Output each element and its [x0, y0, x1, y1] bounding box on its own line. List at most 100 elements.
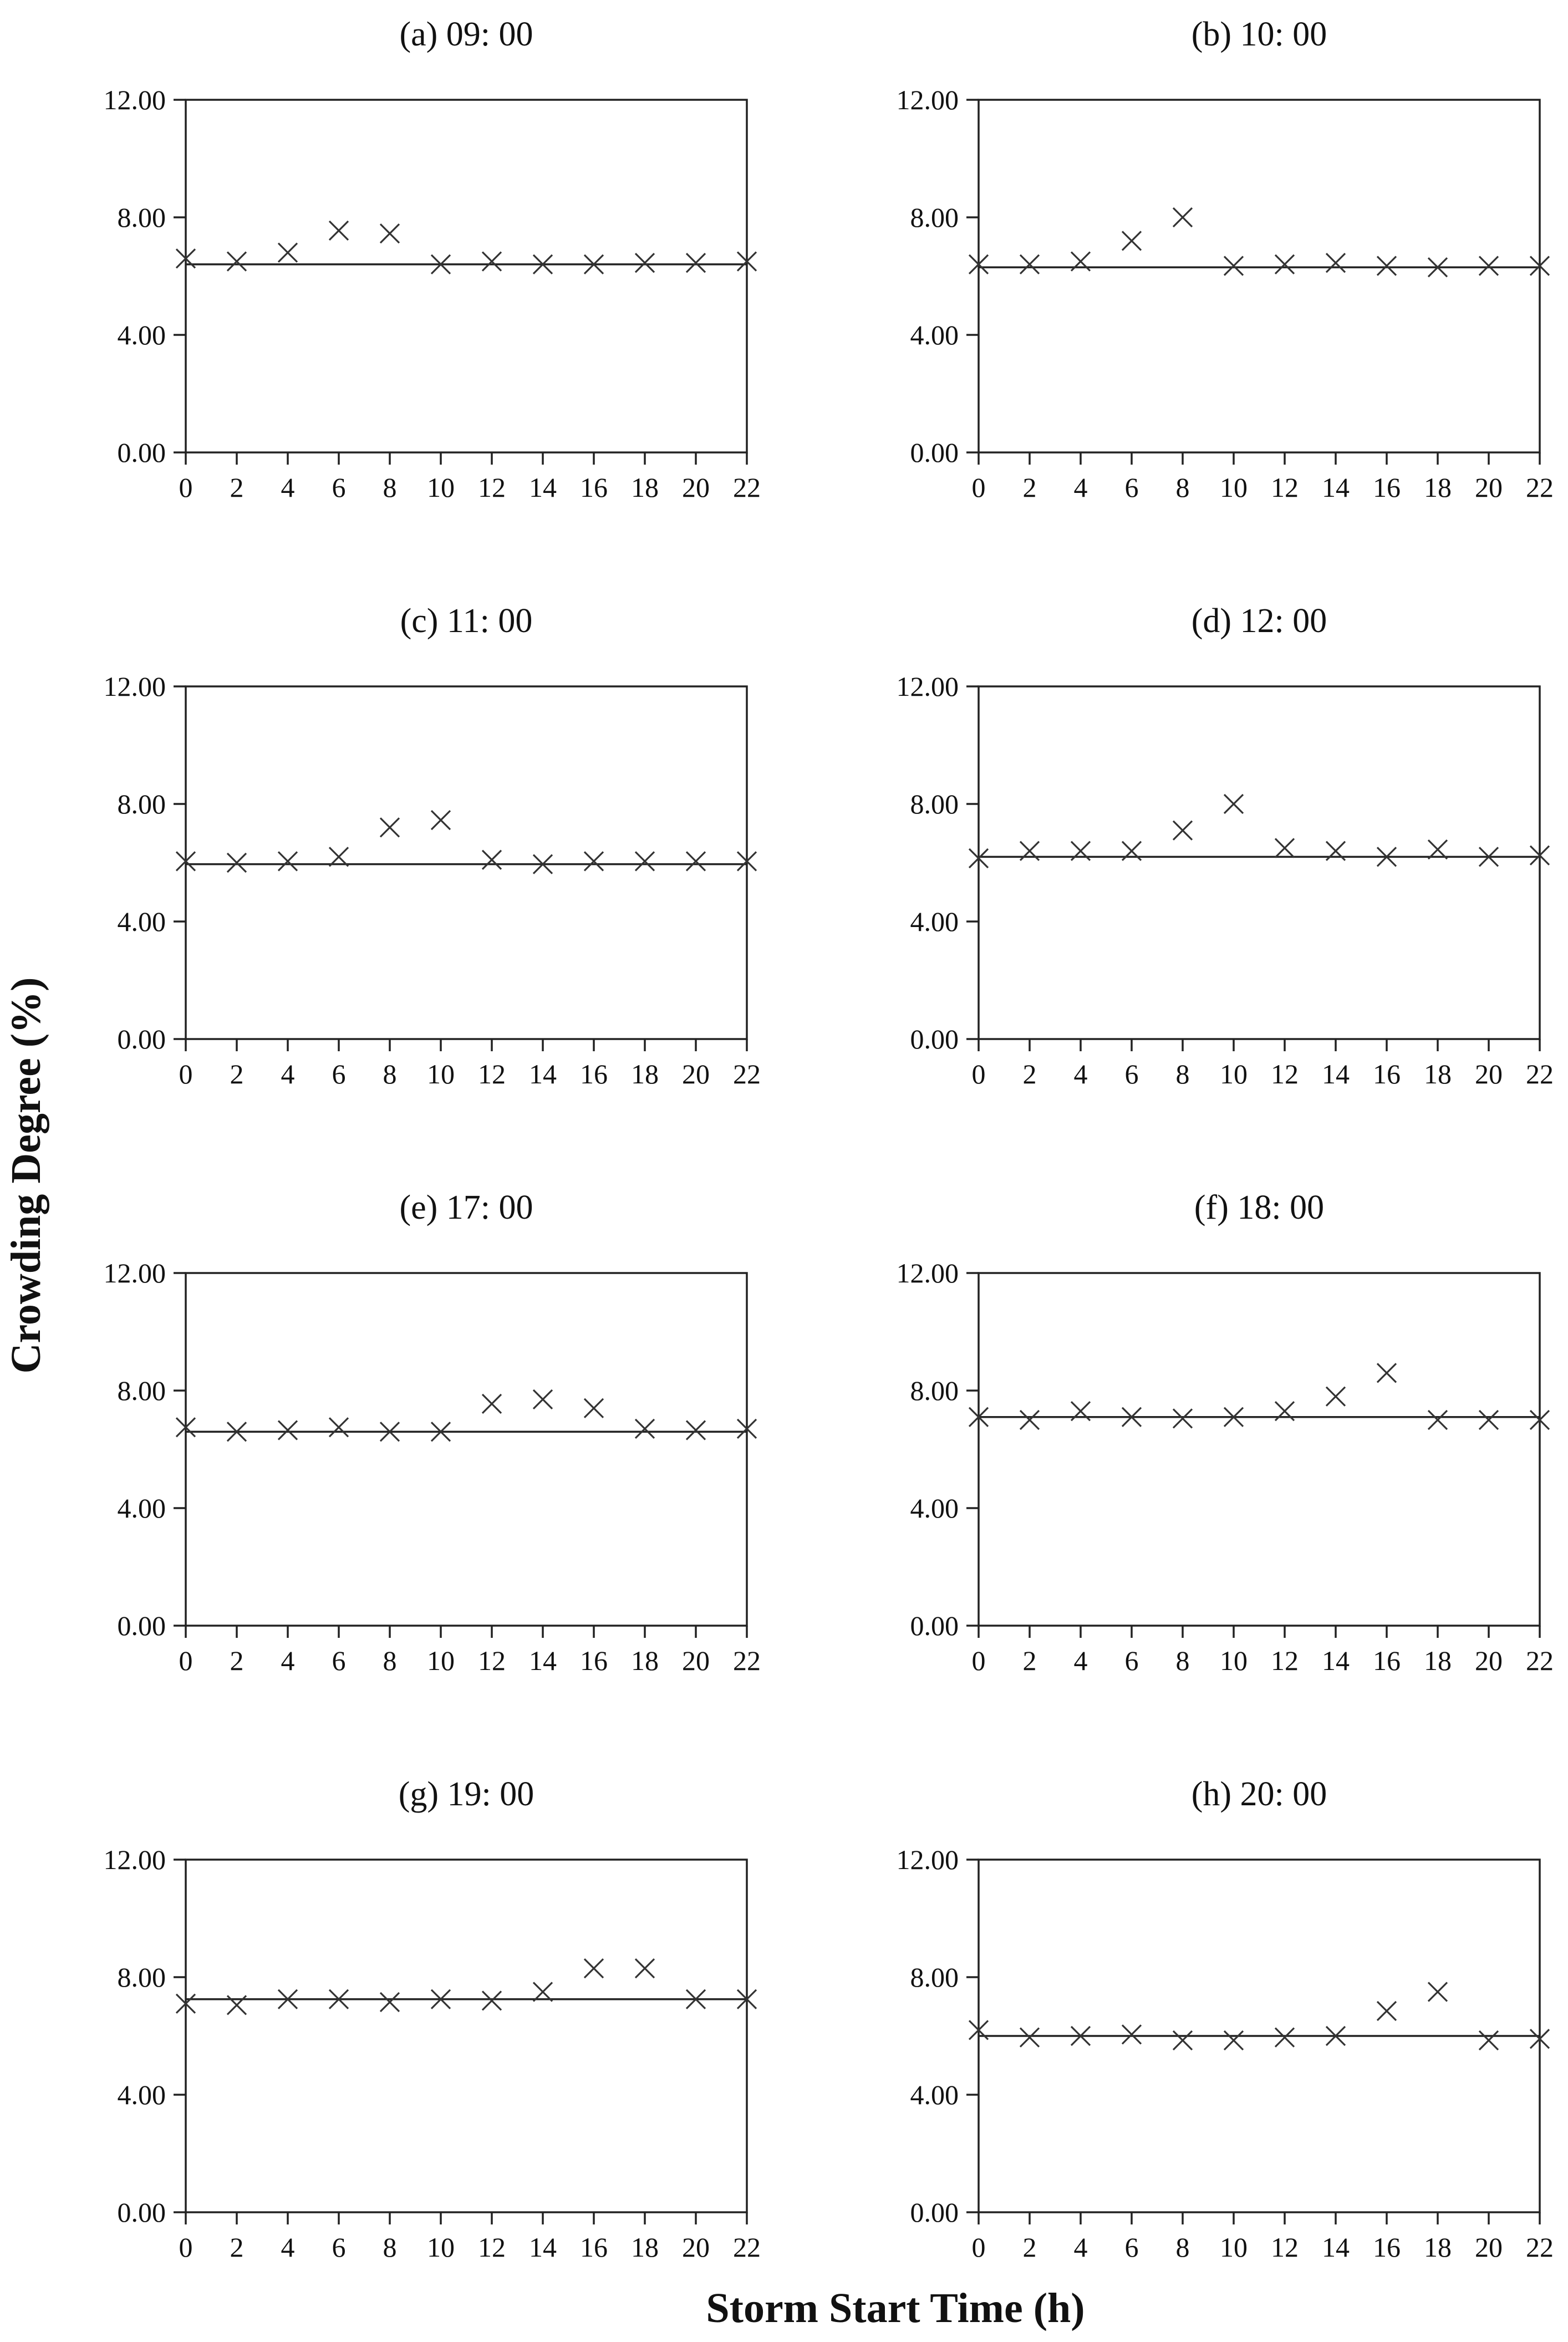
data-point: [634, 253, 655, 273]
x-tick-label: 18: [1424, 1058, 1452, 1089]
panel-a: (a) 09: 00 0.00 4.00 8.00 12.00 0 2 4 6 8 10 12 14 16…: [104, 16, 761, 503]
data-point: [277, 1420, 298, 1440]
y-tick-label: 12.00: [104, 1257, 166, 1289]
data-point: [736, 1989, 757, 2009]
x-tick-label: 20: [682, 472, 710, 503]
x-tick-label: 16: [1373, 2232, 1401, 2263]
panel-f: (f) 18: 00 0.00 4.00 8.00 12.00 0 2 4 6 8 10 12 14 16…: [897, 1189, 1554, 1676]
x-tick-label: 14: [529, 2232, 557, 2263]
data-point: [328, 847, 349, 867]
x-tick-label: 14: [529, 1058, 557, 1089]
data-point: [175, 851, 196, 872]
data-point: [968, 848, 989, 869]
x-tick-label: 0: [179, 472, 193, 503]
plot-frame: [185, 99, 748, 454]
panel-title: (f) 18: 00: [1194, 1189, 1324, 1226]
data-point: [379, 1422, 400, 1442]
data-point: [1019, 2027, 1040, 2048]
data-point: [1121, 1407, 1142, 1427]
x-tick-label: 6: [332, 1058, 346, 1089]
data-point: [379, 817, 400, 838]
x-tick-label: 6: [1125, 472, 1139, 503]
x-tick-label: 0: [972, 1058, 986, 1089]
x-tick-label: 20: [682, 1058, 710, 1089]
x-tick-label: 12: [1271, 2232, 1299, 2263]
data-point: [1070, 841, 1091, 861]
x-tick-label: 16: [580, 472, 608, 503]
y-tick-label: 4.00: [118, 2079, 166, 2110]
panel-title: (h) 20: 00: [1192, 1775, 1327, 1813]
x-tick-label: 0: [972, 1645, 986, 1676]
y-tick-label: 8.00: [118, 788, 166, 819]
y-tick-label: 12.00: [897, 1844, 959, 1875]
data-point: [277, 851, 298, 872]
x-tick-label: 8: [383, 2232, 397, 2263]
data-point: [1223, 2030, 1244, 2051]
plot-frame: [978, 685, 1541, 1040]
data-point: [1121, 2024, 1142, 2045]
data-point: [1478, 2030, 1499, 2051]
x-tick-label: 2: [1023, 1645, 1037, 1676]
x-tick-label: 6: [1125, 2232, 1139, 2263]
data-point: [1070, 2025, 1091, 2046]
x-tick-label: 2: [230, 1645, 244, 1676]
data-point: [481, 849, 502, 870]
y-tick-label: 0.00: [118, 1610, 166, 1641]
data-point: [1478, 256, 1499, 276]
panel-title: (c) 11: 00: [400, 602, 533, 640]
data-point: [430, 1422, 451, 1442]
data-point: [1427, 1409, 1448, 1430]
y-tick-label: 4.00: [910, 906, 959, 937]
x-tick-label: 8: [1176, 1645, 1190, 1676]
y-axis-title: Crowding Degree (%): [3, 977, 49, 1374]
x-tick-label: 14: [1322, 1058, 1350, 1089]
data-point: [379, 223, 400, 244]
panel-title: (b) 10: 00: [1192, 16, 1327, 53]
data-point: [1274, 2027, 1295, 2048]
x-tick-label: 14: [529, 1645, 557, 1676]
data-point: [1427, 257, 1448, 278]
x-tick-label: 2: [230, 472, 244, 503]
data-point: [1121, 841, 1142, 861]
x-tick-label: 14: [1322, 2232, 1350, 2263]
y-tick-label: 8.00: [910, 202, 959, 233]
x-tick-label: 8: [383, 1645, 397, 1676]
panel-c: (c) 11: 00 0.00 4.00 8.00 12.00 0 2 4 6 8 10 12 14 16…: [104, 602, 761, 1089]
x-tick-label: 18: [631, 2232, 659, 2263]
data-point: [1172, 207, 1193, 228]
data-point: [1376, 2000, 1397, 2022]
y-tick-label: 12.00: [897, 1257, 959, 1289]
plot-frame: [978, 99, 1541, 454]
data-point: [481, 1990, 502, 2011]
data-point: [328, 1989, 349, 2009]
data-point: [175, 1417, 196, 1438]
y-tick-label: 8.00: [910, 1375, 959, 1406]
y-tick-label: 4.00: [118, 319, 166, 350]
data-point: [430, 1989, 451, 2009]
x-tick-label: 10: [427, 2232, 455, 2263]
data-point: [1172, 820, 1193, 841]
data-point: [1274, 838, 1295, 858]
x-tick-label: 10: [1220, 472, 1248, 503]
x-tick-label: 12: [1271, 1058, 1299, 1089]
x-tick-label: 4: [281, 2232, 295, 2263]
data-point: [226, 852, 247, 873]
panel-title: (e) 17: 00: [399, 1189, 533, 1226]
panel-title: (g) 19: 00: [399, 1775, 534, 1813]
x-tick-label: 0: [179, 1645, 193, 1676]
x-tick-label: 14: [1322, 1645, 1350, 1676]
x-tick-label: 0: [972, 472, 986, 503]
data-point: [277, 242, 298, 263]
y-tick-label: 12.00: [897, 671, 959, 702]
x-tick-label: 12: [1271, 472, 1299, 503]
y-tick-label: 8.00: [118, 1962, 166, 1993]
x-tick-label: 18: [631, 1058, 659, 1089]
x-tick-label: 12: [478, 2232, 506, 2263]
data-point: [583, 851, 604, 872]
data-point: [736, 251, 757, 272]
data-point: [1274, 1401, 1295, 1422]
x-tick-label: 20: [1475, 1645, 1503, 1676]
panel-h: (h) 20: 00 0.00 4.00 8.00 12.00 0 2 4 6 8 10 12 14 16…: [897, 1775, 1554, 2263]
data-point: [1223, 1407, 1244, 1427]
